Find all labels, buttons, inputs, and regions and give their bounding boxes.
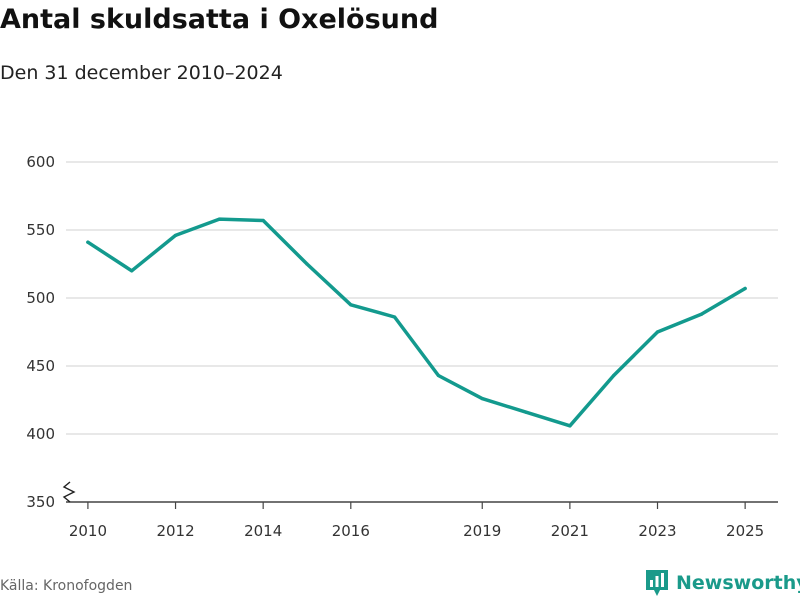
data-point-2013	[217, 217, 221, 221]
data-point-2014	[261, 218, 265, 223]
x-tick-label: 2023	[638, 522, 676, 540]
x-axis-ticks: 2010 2012 2014 2016 2019 2021 2023 2025	[69, 502, 764, 540]
brand-name: Newsworthy	[676, 572, 800, 594]
data-point-2020	[524, 410, 528, 414]
y-tick-label: 600	[26, 153, 55, 171]
bar-chart-badge-icon	[646, 570, 668, 596]
x-tick-label: 2010	[69, 522, 107, 540]
y-tick-label: 500	[26, 289, 55, 307]
chart-title: Antal skuldsatta i Oxelösund	[0, 4, 439, 35]
chart-subtitle: Den 31 december 2010–2024	[0, 62, 283, 84]
data-point-2016	[349, 303, 353, 307]
y-tick-label: 350	[26, 493, 55, 511]
data-point-2015	[305, 262, 309, 266]
data-point-2018	[436, 373, 441, 378]
data-point-2024	[699, 312, 703, 316]
x-tick-label: 2016	[332, 522, 370, 540]
gridlines	[66, 161, 778, 435]
data-point-2022	[612, 373, 616, 378]
data-point-2010	[86, 240, 90, 244]
y-axis-ticks: 350 400 450 500 550 600	[26, 153, 55, 511]
x-tick-label: 2012	[156, 522, 194, 540]
data-point-2021	[568, 424, 572, 428]
data-point-2011	[130, 269, 134, 273]
x-tick-label: 2014	[244, 522, 282, 540]
x-tick-label: 2021	[551, 522, 589, 540]
data-point-2012	[173, 233, 178, 238]
series-line	[86, 217, 747, 428]
y-tick-label: 450	[26, 357, 55, 375]
data-point-2019	[480, 397, 484, 401]
data-points	[86, 217, 747, 428]
data-point-2023	[655, 330, 660, 334]
zigzag-path	[62, 481, 76, 503]
brand-logo[interactable]: Newsworthy	[644, 568, 800, 598]
data-point-2025	[743, 286, 747, 291]
y-tick-label: 550	[26, 221, 55, 239]
y-tick-label: 400	[26, 425, 55, 443]
zigzag-axis-break-icon	[62, 481, 76, 503]
data-point-2017	[393, 315, 397, 319]
source-note: Källa: Kronofogden	[0, 578, 133, 594]
x-tick-label: 2025	[726, 522, 764, 540]
x-tick-label: 2019	[463, 522, 501, 540]
